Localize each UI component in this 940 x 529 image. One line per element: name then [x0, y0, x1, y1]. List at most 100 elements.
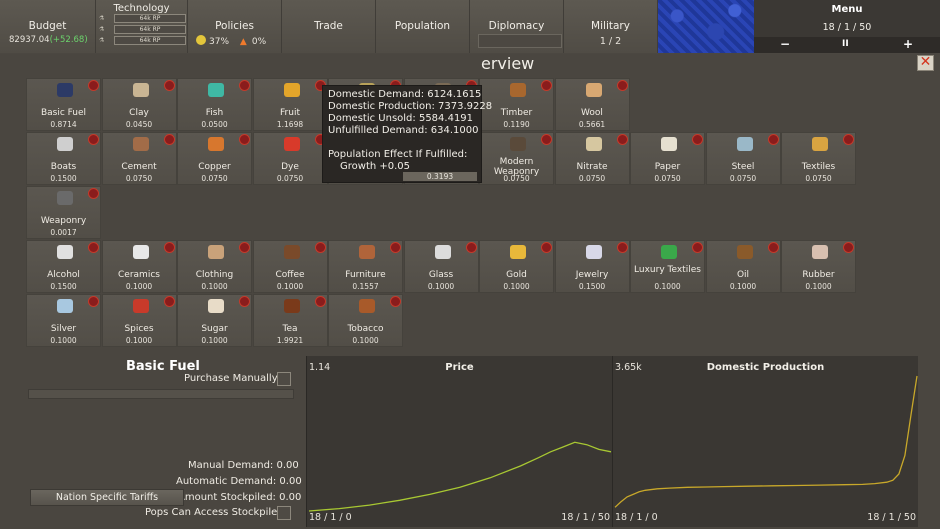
good-tile[interactable]: Clothing 0.1000: [177, 240, 252, 293]
pops-access-checkbox[interactable]: [277, 506, 291, 520]
chart-title: Price: [445, 362, 474, 373]
trade-badge-icon[interactable]: [88, 296, 99, 307]
good-tile[interactable]: Timber 0.1190: [479, 78, 554, 131]
top-bar: Budget 82937.04(+52.68) Technology ⚗ 64k …: [0, 0, 940, 53]
trade-badge-icon[interactable]: [88, 242, 99, 253]
good-tile[interactable]: Dye 0.0750: [252, 132, 328, 185]
trade-badge-icon[interactable]: [314, 296, 326, 307]
good-name: Weaponry: [40, 216, 87, 226]
trade-badge-icon[interactable]: [163, 296, 175, 307]
trade-badge-icon[interactable]: [541, 242, 552, 253]
good-tile[interactable]: Coffee 0.1000: [252, 240, 328, 293]
minimap[interactable]: [658, 0, 754, 53]
good-price: 0.1000: [805, 282, 832, 291]
trade-badge-icon[interactable]: [465, 242, 477, 253]
good-tile[interactable]: Modern Weaponry 0.0750: [479, 132, 554, 185]
trade-badge-icon[interactable]: [767, 242, 779, 253]
good-tile[interactable]: Textiles 0.0750: [781, 132, 856, 185]
good-price: 1.1698: [276, 120, 304, 129]
purchase-amount-slider[interactable]: [28, 389, 294, 399]
good-tile[interactable]: Paper 0.0750: [630, 132, 705, 185]
good-tile[interactable]: Copper 0.0750: [177, 132, 252, 185]
trade-badge-icon[interactable]: [88, 188, 99, 199]
good-name: Modern Weaponry: [493, 157, 540, 177]
good-tile[interactable]: Jewelry 0.1500: [554, 240, 630, 293]
trade-badge-icon[interactable]: [843, 242, 854, 253]
good-tile[interactable]: Alcohol 0.1500: [26, 240, 101, 293]
trade-badge-icon[interactable]: [541, 80, 552, 91]
purchase-manually-checkbox[interactable]: [277, 372, 291, 386]
goods-grid: Basic Fuel 0.8714 Clay 0.0450 Fish 0.0500 Frui…: [0, 54, 940, 354]
faster-button[interactable]: +: [903, 37, 914, 51]
diplomacy-label: Diplomacy: [488, 20, 545, 32]
military-panel[interactable]: Military 1 / 2: [564, 0, 658, 53]
sugar-icon: [208, 299, 224, 313]
trade-badge-icon[interactable]: [692, 242, 703, 253]
trade-badge-icon[interactable]: [163, 134, 175, 145]
close-button[interactable]: ✕: [917, 55, 934, 71]
domestic-production-chart: Domestic Production 3.65k 18 / 1 / 0 18 …: [612, 356, 918, 527]
good-tile[interactable]: Cement 0.0750: [101, 132, 177, 185]
trade-badge-icon[interactable]: [88, 134, 99, 145]
good-tile[interactable]: Steel 0.0750: [705, 132, 781, 185]
menu-button[interactable]: Menu: [831, 4, 863, 15]
trade-badge-icon[interactable]: [390, 296, 401, 307]
market-overview-window: erview ✕ Basic Fuel 0.8714 Clay 0.0450 Fish 0…: [0, 54, 940, 529]
good-tile[interactable]: Fish 0.0500: [177, 78, 252, 131]
nation-specific-tariffs-button[interactable]: Nation Specific Tariffs: [30, 489, 184, 506]
trade-badge-icon[interactable]: [239, 134, 250, 145]
good-tile[interactable]: Silver 0.1000: [26, 294, 101, 347]
trade-panel[interactable]: Trade: [282, 0, 376, 53]
trade-badge-icon[interactable]: [541, 134, 552, 145]
trade-badge-icon[interactable]: [314, 242, 326, 253]
trade-badge-icon[interactable]: [163, 80, 175, 91]
technology-panel[interactable]: Technology ⚗ 64k RP ⚗ 64k RP ⚗ 64k RP: [96, 0, 188, 53]
slower-button[interactable]: −: [780, 37, 791, 51]
good-name: Nitrate: [576, 162, 608, 172]
population-panel[interactable]: Population: [376, 0, 470, 53]
good-tile[interactable]: Oil 0.1000: [705, 240, 781, 293]
good-tile[interactable]: Furniture 0.1557: [328, 240, 403, 293]
good-tile[interactable]: Nitrate 0.0750: [554, 132, 630, 185]
trade-badge-icon[interactable]: [239, 80, 250, 91]
trade-badge-icon[interactable]: [616, 134, 628, 145]
trade-badge-icon[interactable]: [239, 242, 250, 253]
budget-panel[interactable]: Budget 82937.04(+52.68): [0, 0, 96, 53]
trade-badge-icon[interactable]: [616, 242, 628, 253]
basic-fuel-icon: [57, 83, 73, 97]
good-tile[interactable]: Fruit 1.1698: [252, 78, 328, 131]
policies-panel[interactable]: Policies 37% ▲ 0%: [188, 0, 282, 53]
good-tile[interactable]: Wool 0.5661: [554, 78, 630, 131]
trade-badge-icon[interactable]: [88, 80, 99, 91]
good-tile[interactable]: Tobacco 0.1000: [328, 294, 403, 347]
good-tile[interactable]: Luxury Textiles 0.1000: [630, 240, 705, 293]
nitrate-icon: [585, 137, 602, 151]
research-slot[interactable]: ⚗ 64k RP: [96, 25, 188, 34]
trade-badge-icon[interactable]: [692, 134, 703, 145]
pause-button[interactable]: II: [842, 39, 849, 49]
good-tile[interactable]: Ceramics 0.1000: [101, 240, 177, 293]
good-tile[interactable]: Tea 1.9921: [252, 294, 328, 347]
research-slot[interactable]: ⚗ 64k RP: [96, 36, 188, 45]
trade-badge-icon[interactable]: [390, 242, 401, 253]
good-tile[interactable]: Gold 0.1000: [479, 240, 554, 293]
amount-stockpiled: Amount Stockpiled: 0.00: [178, 492, 302, 503]
good-tile[interactable]: Clay 0.0450: [101, 78, 177, 131]
trade-badge-icon[interactable]: [767, 134, 779, 145]
good-tile[interactable]: Glass 0.1000: [403, 240, 479, 293]
trade-badge-icon[interactable]: [163, 242, 175, 253]
good-tile[interactable]: Boats 0.1500: [26, 132, 101, 185]
trade-badge-icon[interactable]: [843, 134, 854, 145]
good-price: 0.1000: [125, 336, 153, 345]
diplomacy-panel[interactable]: Diplomacy: [470, 0, 564, 53]
good-tile[interactable]: Basic Fuel 0.8714: [26, 78, 101, 131]
window-title: erview: [481, 54, 535, 73]
good-tile[interactable]: Sugar 0.1000: [177, 294, 252, 347]
trade-badge-icon[interactable]: [239, 296, 250, 307]
good-name: Timber: [500, 108, 533, 118]
good-tile[interactable]: Spices 0.1000: [101, 294, 177, 347]
research-slot[interactable]: ⚗ 64k RP: [96, 14, 188, 23]
trade-badge-icon[interactable]: [616, 80, 628, 91]
good-tile[interactable]: Rubber 0.1000: [781, 240, 856, 293]
good-tile[interactable]: Weaponry 0.0017: [26, 186, 101, 239]
